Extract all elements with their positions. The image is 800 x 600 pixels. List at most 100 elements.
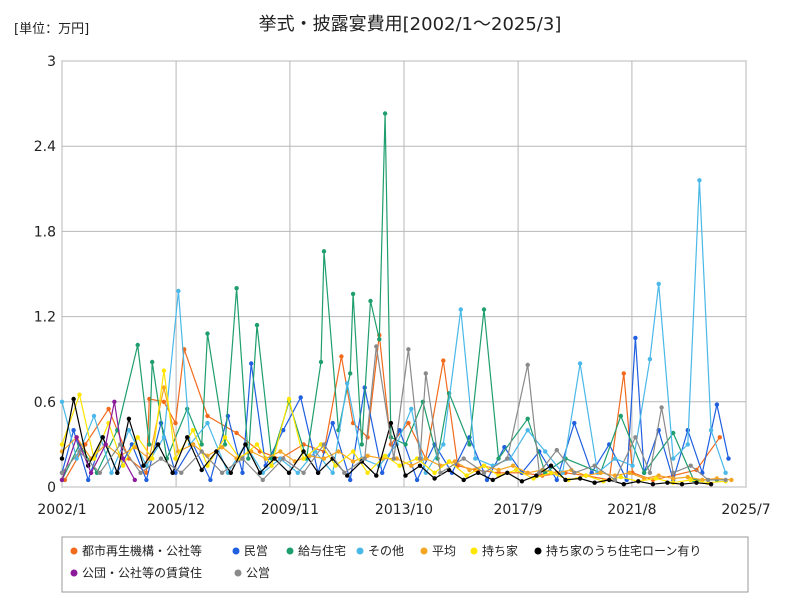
y-tick-label: 0.6 (34, 395, 56, 411)
data-point (647, 357, 653, 362)
data-point (199, 467, 204, 473)
data-point (510, 463, 516, 468)
legend-label: 持ち家 (482, 543, 518, 558)
data-point (697, 178, 702, 183)
data-point (438, 470, 443, 475)
data-point (199, 442, 204, 447)
data-point (423, 371, 428, 376)
data-point (414, 477, 420, 483)
data-point (286, 396, 292, 402)
data-point (665, 480, 670, 485)
legend-marker (70, 569, 78, 577)
data-point (59, 456, 65, 461)
data-point (59, 477, 65, 483)
data-point (362, 456, 367, 461)
data-point (656, 281, 661, 287)
data-point (301, 470, 306, 475)
data-point (301, 456, 306, 461)
data-point (525, 470, 530, 475)
data-point (685, 474, 690, 480)
data-point (321, 442, 327, 447)
legend-label: 給与住宅 (298, 543, 346, 558)
data-point (190, 428, 196, 433)
data-point (318, 359, 324, 365)
data-point (382, 453, 388, 458)
data-point (641, 470, 647, 475)
series-2 (59, 111, 720, 483)
data-point (461, 477, 466, 483)
legend-marker (286, 547, 294, 555)
y-tick-label: 2.4 (34, 139, 56, 155)
data-point (126, 416, 132, 421)
data-point (161, 368, 167, 373)
legend-item: 都市再生機構・公社等 (70, 543, 202, 558)
data-point (505, 470, 510, 475)
data-point (295, 470, 300, 475)
data-point (173, 456, 178, 461)
series-line (61, 113, 717, 481)
data-point (336, 449, 341, 454)
data-point (476, 470, 481, 475)
data-point (525, 428, 530, 433)
data-point (621, 482, 626, 487)
data-point (409, 406, 414, 412)
data-point (260, 477, 265, 483)
data-point (505, 456, 510, 461)
legend-item: その他 (356, 544, 404, 558)
data-point (368, 298, 373, 304)
legend-label: 公団・公社等の賃貸住 (82, 565, 202, 580)
data-point (374, 473, 379, 478)
data-point (365, 453, 370, 458)
data-point (688, 463, 693, 468)
data-point (633, 335, 638, 341)
data-point (173, 420, 178, 426)
data-point (135, 435, 140, 440)
data-point (185, 435, 190, 440)
data-point (71, 396, 76, 402)
data-point (496, 467, 501, 473)
legend-item: 持ち家 (470, 543, 518, 558)
x-tick-label: 2017/9 (493, 502, 542, 518)
data-point (321, 249, 327, 254)
data-point (97, 470, 103, 475)
series-line (61, 398, 712, 485)
legend-item: 公団・公社等の賃貸住 (70, 565, 202, 580)
data-point (723, 470, 728, 475)
data-point (330, 420, 335, 426)
data-point (417, 463, 423, 468)
data-point (548, 470, 554, 475)
y-tick-label: 0 (47, 480, 56, 496)
data-point (147, 442, 152, 447)
data-point (365, 470, 370, 475)
legend-label: 民営 (244, 544, 268, 558)
data-point (161, 385, 167, 390)
data-point (161, 435, 167, 440)
data-point (135, 342, 140, 348)
legend-marker (420, 547, 428, 555)
data-point (650, 482, 656, 487)
data-point (403, 442, 408, 447)
x-tick-label: 2002/1 (37, 502, 86, 518)
data-point (723, 477, 728, 483)
legend-marker (470, 547, 478, 555)
legend-item: 持ち家のうち住宅ローン有り (534, 543, 701, 558)
data-point (534, 473, 539, 478)
series-6 (59, 396, 714, 487)
data-point (633, 435, 638, 440)
data-point (548, 463, 554, 468)
data-point (138, 470, 143, 475)
data-point (234, 430, 239, 436)
data-point (281, 428, 286, 433)
data-point (671, 470, 676, 475)
data-point (74, 456, 79, 461)
data-point (382, 111, 388, 116)
data-point (671, 456, 676, 461)
data-point (647, 470, 653, 475)
data-point (254, 442, 260, 447)
legend-marker (232, 547, 240, 555)
data-point (458, 307, 463, 312)
data-point (446, 459, 452, 464)
legend-box (61, 536, 749, 593)
data-point (554, 447, 559, 453)
data-point (91, 413, 97, 419)
